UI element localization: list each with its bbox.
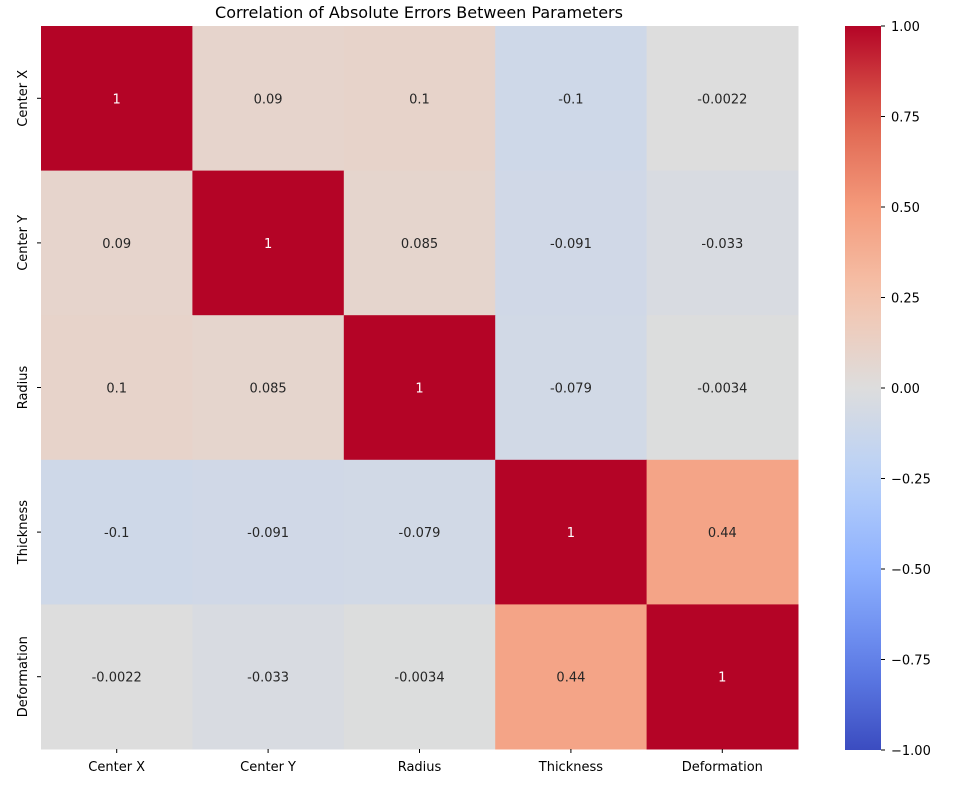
colorbar-tick-label: −0.25 xyxy=(891,473,931,488)
cell-value-label: -0.0034 xyxy=(697,382,747,397)
y-tick-label: Radius xyxy=(16,365,31,409)
cell-value-label: -0.091 xyxy=(550,237,592,252)
heatmap-cell xyxy=(343,26,496,172)
colorbar-tick-label: −0.50 xyxy=(891,563,931,578)
cell-value-label: 0.44 xyxy=(708,526,737,541)
y-tick-label: Deformation xyxy=(16,636,31,717)
colorbar-gradient xyxy=(845,26,881,750)
cell-value-label: 1 xyxy=(567,526,575,541)
cell-value-label: -0.033 xyxy=(247,671,289,686)
heatmap-cell xyxy=(343,459,496,605)
heatmap-cell xyxy=(192,604,345,750)
cell-value-label: 1 xyxy=(718,671,726,686)
heatmap-cell xyxy=(41,315,193,461)
colorbar-tick-label: −0.75 xyxy=(891,654,931,669)
cell-value-label: -0.091 xyxy=(247,526,289,541)
cell-value-label: -0.1 xyxy=(104,526,129,541)
cell-value-label: 1 xyxy=(264,237,272,252)
colorbar-tick-label: 0.75 xyxy=(891,111,920,126)
heatmap-cell xyxy=(495,315,648,461)
heatmap-cell xyxy=(646,604,799,750)
x-tick-label: Thickness xyxy=(538,760,603,775)
cell-value-label: 0.085 xyxy=(249,382,286,397)
colorbar-tick-label: 0.25 xyxy=(891,292,920,307)
cell-value-label: 0.09 xyxy=(102,237,131,252)
heatmap-cells xyxy=(41,26,799,750)
heatmap-cell xyxy=(192,459,345,605)
x-tick-label: Center Y xyxy=(240,760,296,775)
cell-value-label: 1 xyxy=(415,382,423,397)
cell-value-label: 1 xyxy=(113,92,121,107)
y-tick-label: Thickness xyxy=(16,500,31,565)
cell-value-label: -0.079 xyxy=(399,526,441,541)
heatmap-cell xyxy=(495,170,648,316)
y-axis: Center X Center Y Radius Thickness Deformati… xyxy=(16,70,41,717)
colorbar: 1.00 0.75 0.50 0.25 0.00 −0.25 −0.50 −0.75 −1.00 xyxy=(845,20,931,759)
cell-value-label: 0.1 xyxy=(106,382,127,397)
heatmap-cell xyxy=(41,459,193,605)
colorbar-tick-label: 0.50 xyxy=(891,201,920,216)
heatmap-cell xyxy=(646,26,799,172)
x-tick-label: Deformation xyxy=(682,760,763,775)
heatmap-cell xyxy=(41,26,193,172)
x-axis: Center X Center Y Radius Thickness Deformati… xyxy=(88,749,763,775)
cell-value-label: -0.0022 xyxy=(92,671,142,686)
cell-value-label: 0.085 xyxy=(401,237,438,252)
colorbar-tick-label: 0.00 xyxy=(891,382,920,397)
heatmap-cell xyxy=(41,170,193,316)
cell-value-label: -0.0022 xyxy=(697,92,747,107)
y-tick-label: Center Y xyxy=(16,215,31,271)
heatmap-cell xyxy=(646,459,799,605)
heatmap-cell xyxy=(41,604,193,750)
chart-title: Correlation of Absolute Errors Between P… xyxy=(215,3,623,22)
heatmap-cell xyxy=(343,604,496,750)
cell-value-label: 0.1 xyxy=(409,92,430,107)
y-tick-label: Center X xyxy=(16,70,31,127)
colorbar-tick-label: −1.00 xyxy=(891,744,931,759)
cell-value-label: 0.09 xyxy=(254,92,283,107)
heatmap-cell xyxy=(192,170,345,316)
heatmap-cell xyxy=(646,170,799,316)
heatmap-cell xyxy=(495,459,648,605)
x-tick-label: Center X xyxy=(88,760,145,775)
heatmap-cell xyxy=(192,26,345,172)
heatmap-cell xyxy=(192,315,345,461)
cell-value-label: -0.079 xyxy=(550,382,592,397)
colorbar-tick-label: 1.00 xyxy=(891,20,920,35)
x-tick-label: Radius xyxy=(398,760,442,775)
cell-value-label: -0.1 xyxy=(558,92,583,107)
cell-value-label: 0.44 xyxy=(556,671,585,686)
heatmap-cell xyxy=(495,604,648,750)
cell-value-label: -0.033 xyxy=(701,237,743,252)
heatmap-cell xyxy=(495,26,648,172)
heatmap-cell xyxy=(343,315,496,461)
cell-value-label: -0.0034 xyxy=(394,671,444,686)
heatmap-cell-labels: 1 0.09 0.1 -0.1 -0.0022 0.09 1 0.085 -0.091 -0.03… xyxy=(92,92,748,685)
heatmap-cell xyxy=(343,170,496,316)
heatmap-cell xyxy=(646,315,799,461)
